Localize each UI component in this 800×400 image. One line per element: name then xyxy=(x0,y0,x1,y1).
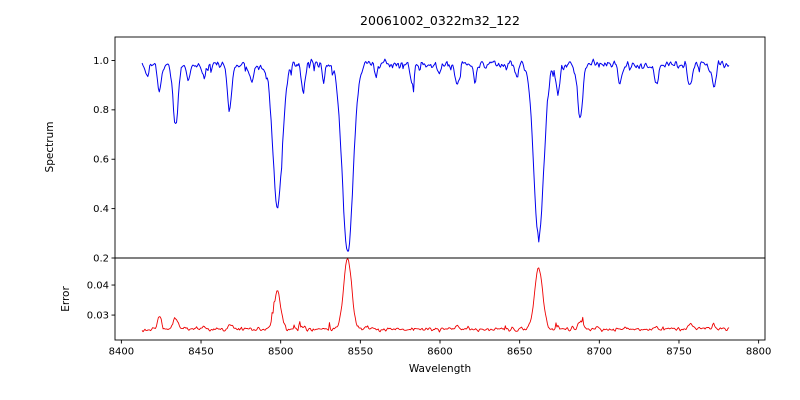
y-tick-label: 0.2 xyxy=(93,253,109,264)
y-tick-label: 0.04 xyxy=(87,280,109,291)
x-tick-label: 8450 xyxy=(188,347,213,358)
y-tick-label: 0.03 xyxy=(87,310,109,321)
x-tick-label: 8750 xyxy=(666,347,691,358)
axes-frame xyxy=(114,257,766,341)
error-line xyxy=(141,258,730,333)
x-tick-label: 8400 xyxy=(109,347,134,358)
y-tick-label: 0.6 xyxy=(93,155,109,166)
x-tick-label: 8550 xyxy=(348,347,373,358)
y-tick-label: 0.8 xyxy=(93,105,109,116)
x-tick-label: 8500 xyxy=(268,347,293,358)
y-tick-label: 0.4 xyxy=(93,204,109,215)
axes-frame xyxy=(114,36,766,259)
x-tick-label: 8800 xyxy=(746,347,771,358)
wavelength-axis-label: Wavelength xyxy=(408,363,472,375)
chart-title: 20061002_0322m32_122 xyxy=(360,13,520,28)
x-tick-label: 8600 xyxy=(427,347,452,358)
x-tick-label: 8700 xyxy=(587,347,612,358)
x-tick-label: 8650 xyxy=(507,347,532,358)
spectrum-line xyxy=(141,58,730,252)
y-tick-label: 1.0 xyxy=(93,56,109,67)
